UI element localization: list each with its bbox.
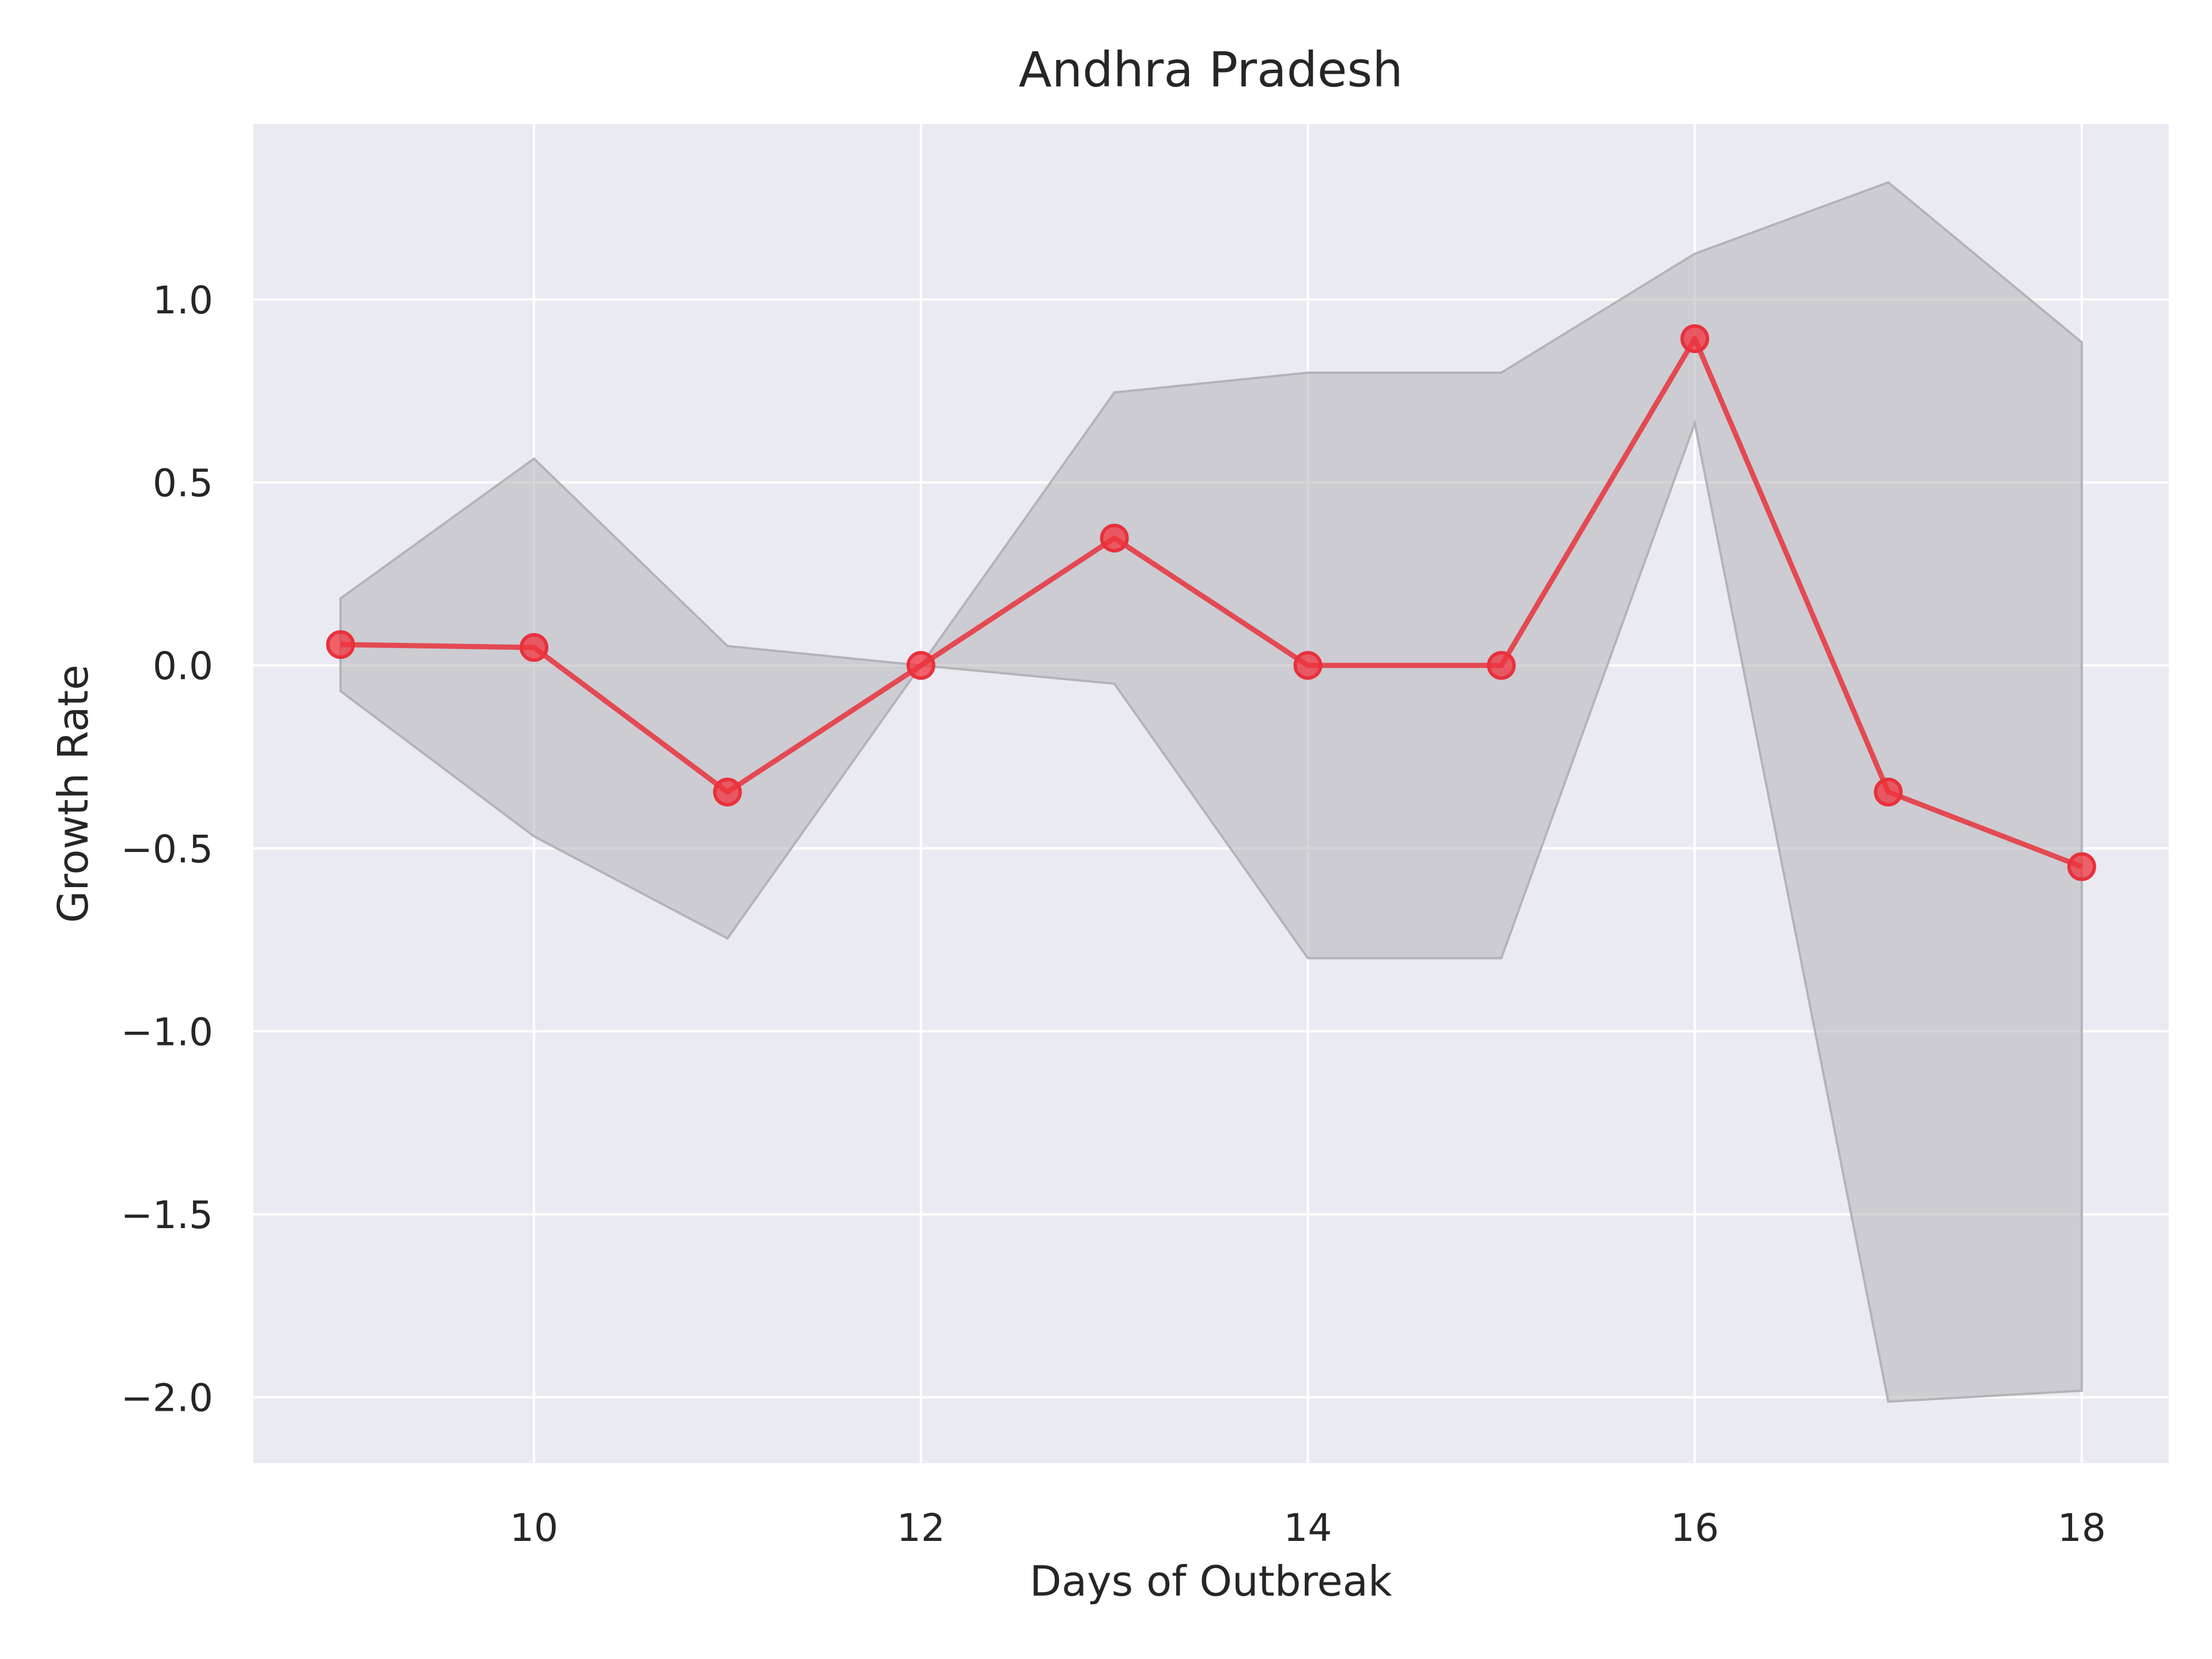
x-tick-label: 10 [510,1506,558,1550]
data-point [1874,777,1903,806]
y-tick-label: −0.5 [121,827,213,872]
x-tick-label: 12 [897,1506,945,1550]
data-point [2067,852,2096,881]
x-axis-label: Days of Outbreak [1029,1557,1392,1605]
y-tick-labels: 1.0 0.5 0.0 −0.5 −1.0 −1.5 −2.0 [121,278,213,1421]
x-tick-labels: 10 12 14 16 18 [510,1506,2106,1550]
x-tick-label: 14 [1283,1506,1332,1550]
y-tick-label: −1.5 [121,1193,213,1237]
y-axis-label: Growth Rate [49,665,97,923]
data-point [519,633,548,662]
data-point [906,651,935,680]
data-point [1680,324,1710,353]
y-tick-label: 1.0 [153,278,213,323]
data-point [1293,651,1323,680]
series-line [340,336,2083,869]
data-line [340,336,2083,869]
x-tick-label: 18 [2058,1506,2106,1550]
y-tick-label: 0.5 [153,461,213,506]
series-markers [326,324,2096,881]
data-point [1487,651,1516,680]
y-tick-label: −2.0 [121,1376,213,1421]
y-tick-label: −1.0 [121,1010,213,1054]
data-point [1100,524,1129,553]
data-point [713,777,742,806]
data-point [326,630,355,659]
x-tick-label: 16 [1671,1506,1719,1550]
band-area [339,181,2083,1403]
chart-title: Andhra Pradesh [1018,41,1403,98]
y-tick-label: 0.0 [153,644,213,688]
confidence-band [339,181,2083,1403]
